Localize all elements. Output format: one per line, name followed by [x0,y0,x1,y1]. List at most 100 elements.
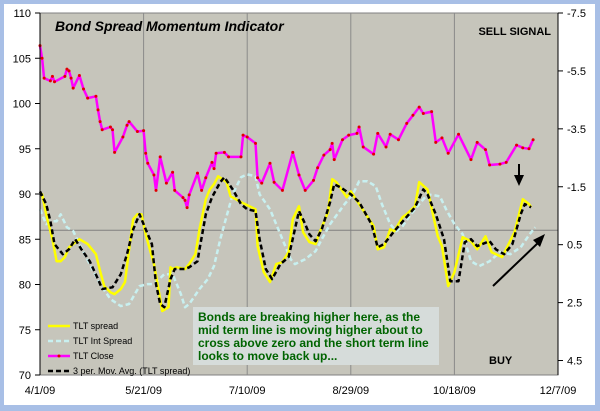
data-point [312,178,316,182]
left-tick-label: 100 [13,99,31,111]
data-point [405,121,409,125]
left-tick-label: 70 [19,370,31,382]
data-point [396,138,400,142]
data-point [48,79,52,83]
data-point [181,196,185,200]
data-point [303,188,307,192]
data-point [332,158,336,162]
x-tick-label: 8/29/09 [332,385,369,397]
data-point [440,136,444,140]
data-point [113,150,117,154]
data-point [158,155,162,159]
legend-marker [57,354,61,358]
data-point [94,94,98,98]
data-point [200,188,204,192]
left-tick-label: 75 [19,325,31,337]
sell-signal-label: SELL SIGNAL [478,26,551,38]
data-point [204,176,208,180]
annotation-line: Bonds are breaking higher here, as the [198,310,420,324]
data-point [146,161,150,165]
data-point [446,151,450,155]
data-point [100,128,104,132]
data-point [239,155,243,159]
data-point [347,133,351,137]
data-point [531,138,535,142]
data-point [457,132,461,136]
data-point [372,152,376,156]
data-point [65,67,69,71]
left-tick-label: 90 [19,189,31,201]
data-point [527,147,531,151]
x-tick-label: 4/1/09 [25,385,56,397]
legend-label: 3 per. Mov. Avg. (TLT spread) [73,366,190,376]
data-point [498,162,502,166]
data-point [214,151,218,155]
data-point [77,73,81,77]
data-point [297,173,301,177]
data-point [227,155,231,159]
up-right-arrow-icon [492,234,545,287]
left-tick-label: 105 [13,53,31,65]
data-point [256,176,260,180]
data-point [108,125,112,129]
data-point [384,145,388,149]
legend-label: TLT Int Spread [73,336,132,346]
data-point [135,130,139,134]
data-point [328,148,332,152]
data-point [417,105,421,109]
data-point [222,150,226,154]
right-tick-label: -5.5 [567,66,586,78]
data-point [411,113,415,117]
data-point [475,140,479,144]
annotation-line: looks to move back up... [198,349,337,363]
data-point [515,143,519,147]
data-point [245,135,249,139]
x-tick-label: 7/10/09 [229,385,266,397]
right-tick-label: -3.5 [567,124,586,136]
data-point [483,148,487,152]
data-point [210,160,214,164]
left-tick-label: 85 [19,234,31,246]
legend: TLT spread TLT Int Spread TLT Close 3 per. … [48,321,190,376]
data-point [121,135,125,139]
right-tick-label: 0.5 [567,240,582,252]
annotation-box: Bonds are breaking higher here, as the m… [193,307,439,365]
data-point [330,141,334,145]
data-point [268,161,272,165]
x-tick-label: 5/21/09 [125,385,162,397]
left-tick-label: 110 [13,8,31,20]
data-point [521,146,525,150]
chart-title: Bond Spread Momentum Indicator [55,18,285,34]
data-point [142,129,146,133]
annotation-line: cross above zero and the short term line [198,336,429,350]
down-arrow-icon [514,164,524,186]
data-point [195,171,199,175]
data-point [322,153,326,157]
data-point [82,87,86,91]
data-point [40,56,44,60]
data-point [96,108,100,112]
data-point [144,151,148,155]
data-point [173,188,177,192]
buy-label: BUY [489,355,513,367]
series-line-tlt-int-spread [38,173,537,309]
left-tick-label: 95 [19,144,31,156]
right-tick-label: -1.5 [567,182,586,194]
right-tick-label: -7.5 [567,8,586,20]
data-point [469,158,473,162]
data-point [434,140,438,144]
data-point [212,167,216,171]
data-point [504,160,508,164]
data-point [253,141,257,145]
data-point [430,110,434,114]
series-line-3-per-mov-avg-tlt-spread- [38,175,532,309]
data-point [421,111,425,115]
data-point [376,131,380,135]
right-tick-label: 2.5 [567,298,582,310]
data-point [67,69,71,73]
data-point [69,76,73,80]
data-point [316,166,320,170]
x-tick-label: 12/7/09 [540,385,577,397]
data-point [42,76,46,80]
data-point [71,86,75,90]
